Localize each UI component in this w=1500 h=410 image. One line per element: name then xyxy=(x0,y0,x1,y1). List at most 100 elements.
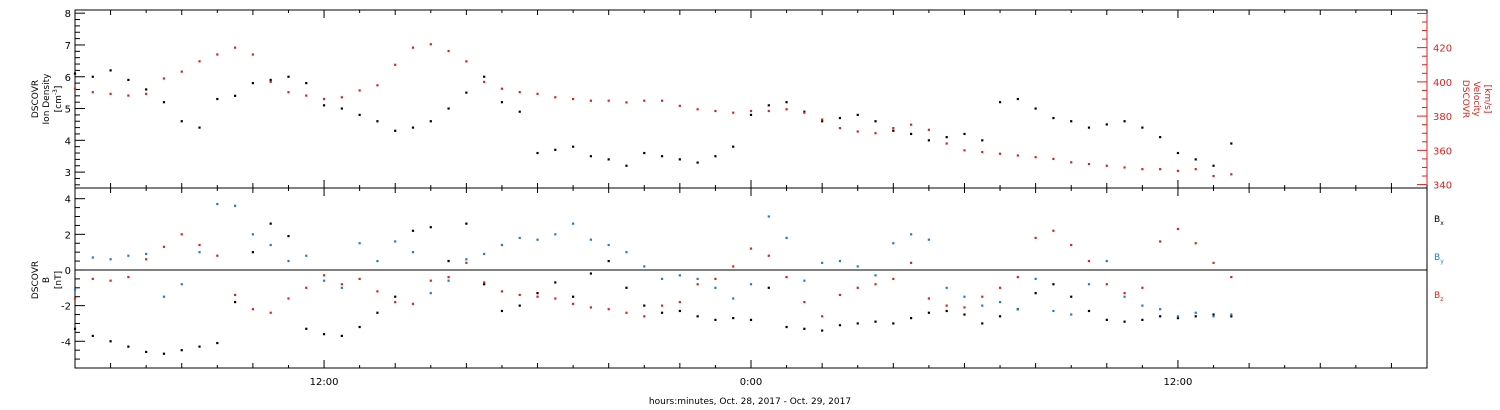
x-axis-title: hours:minutes, Oct. 28, 2017 - Oct. 29, … xyxy=(649,397,851,407)
density-point xyxy=(660,155,664,158)
density-tick-label: 3 xyxy=(65,168,71,179)
velocity-point xyxy=(429,43,432,46)
b-ylabel-line2: B xyxy=(42,277,52,283)
density-point xyxy=(269,78,272,82)
by-point xyxy=(500,243,504,247)
x-tick-label: 0:00 xyxy=(740,377,762,388)
bx-point xyxy=(1034,292,1037,295)
velocity-axis: 340 360 380 400 420 xyxy=(1417,10,1452,192)
velocity-point xyxy=(376,84,379,87)
bz-point xyxy=(1230,276,1233,279)
density-point xyxy=(234,94,237,97)
bz-point xyxy=(109,279,112,282)
density-unit-exp: -3 xyxy=(52,89,59,95)
x-tick-label: 12:00 xyxy=(310,377,339,388)
by-point xyxy=(589,238,592,241)
density-point xyxy=(198,126,201,129)
bz-point xyxy=(251,308,254,311)
b-tick-label: 4 xyxy=(65,195,71,206)
by-point xyxy=(340,286,343,289)
bx-point xyxy=(1087,309,1091,313)
density-point xyxy=(696,161,699,164)
density-ylabel-line2: Ion Density xyxy=(42,73,52,125)
by-point xyxy=(109,258,112,261)
by-point xyxy=(625,251,628,254)
by-point xyxy=(1141,304,1144,307)
bx-point xyxy=(447,259,450,263)
bz-point xyxy=(376,290,379,293)
bz-point xyxy=(358,277,361,280)
velocity-series xyxy=(73,43,1233,178)
bz-point xyxy=(394,300,397,304)
density-point xyxy=(821,120,824,123)
velocity-point xyxy=(643,99,646,102)
bx-point xyxy=(803,327,806,330)
velocity-point xyxy=(162,77,166,80)
bx-point xyxy=(340,334,343,338)
bx-point xyxy=(554,281,557,284)
bx-point xyxy=(1141,318,1144,321)
velocity-tick-label: 400 xyxy=(1433,78,1452,89)
density-point xyxy=(678,158,681,161)
velocity-point xyxy=(198,60,201,63)
bz-point xyxy=(963,306,966,309)
legend-entry: Bx xyxy=(1434,215,1444,227)
bz-point xyxy=(803,300,806,304)
bx-point xyxy=(927,311,930,314)
bz-point xyxy=(216,254,219,257)
legend-entry: Bz xyxy=(1434,291,1443,303)
density-axis: 3 4 5 6 7 8 xyxy=(65,9,85,186)
density-point xyxy=(1123,120,1126,123)
bx-point xyxy=(945,309,948,313)
density-point xyxy=(927,139,930,142)
bz-point xyxy=(145,258,148,261)
density-point xyxy=(1087,126,1091,129)
bz-point xyxy=(340,283,343,286)
bx-point xyxy=(660,311,664,314)
density-point xyxy=(749,113,753,116)
velocity-point xyxy=(73,87,77,90)
bx-point xyxy=(73,327,77,330)
bz-point xyxy=(269,311,272,314)
bz-point xyxy=(322,274,326,277)
bx-point xyxy=(625,286,628,289)
by-point xyxy=(180,283,183,286)
by-point xyxy=(251,233,254,236)
density-point xyxy=(1141,126,1144,129)
by-point xyxy=(607,243,610,247)
by-point xyxy=(234,204,237,207)
by-point xyxy=(198,251,201,254)
velocity-point xyxy=(322,97,326,101)
density-unit-base: [cm xyxy=(54,95,64,112)
bz-point xyxy=(732,265,735,268)
by-point xyxy=(1052,309,1055,313)
by-point xyxy=(678,274,681,277)
density-point xyxy=(465,91,468,94)
b-ylabel-line1: DSCOVR xyxy=(31,261,41,299)
density-point xyxy=(892,129,895,132)
velocity-point xyxy=(447,49,450,53)
velocity-point xyxy=(821,118,824,121)
velocity-point xyxy=(180,70,183,73)
by-point xyxy=(287,259,290,263)
bx-point xyxy=(465,222,468,225)
bz-point xyxy=(678,300,681,304)
bx-point xyxy=(767,286,770,289)
bz-point xyxy=(643,315,646,318)
bz-point xyxy=(180,233,183,236)
density-point xyxy=(607,158,610,161)
bz-point xyxy=(483,281,486,284)
density-tick-label: 4 xyxy=(65,136,71,147)
velocity-point xyxy=(998,152,1002,155)
velocity-point xyxy=(500,87,504,90)
density-point xyxy=(856,113,859,116)
bz-point xyxy=(198,243,201,247)
velocity-point xyxy=(1070,161,1073,164)
bx-point xyxy=(234,300,237,304)
velocity-point xyxy=(945,142,948,145)
velocity-point xyxy=(269,80,272,83)
velocity-point xyxy=(678,104,681,107)
by-point xyxy=(1230,313,1233,316)
bz-point xyxy=(305,286,308,289)
velocity-point xyxy=(732,111,735,114)
